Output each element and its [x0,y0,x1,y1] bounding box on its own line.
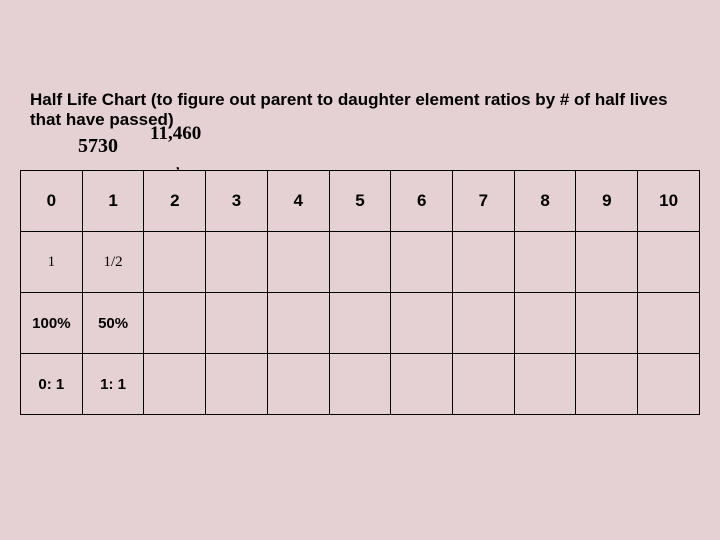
percent-cell [144,293,206,354]
percent-cell [514,293,576,354]
table-row-fraction: 1 1/2 [21,232,700,293]
table-row-ratio: 0: 1 1: 1 [21,354,700,415]
fraction-cell: 1/2 [82,232,144,293]
header-cell: 9 [576,171,638,232]
ratio-cell [329,354,391,415]
percent-cell [329,293,391,354]
ratio-cell [453,354,515,415]
header-cell: 4 [267,171,329,232]
header-cell: 2 [144,171,206,232]
header-cell: 6 [391,171,453,232]
ratio-cell: 1: 1 [82,354,144,415]
fraction-cell [267,232,329,293]
percent-cell: 100% [21,293,83,354]
header-cell: 3 [206,171,268,232]
percent-cell [453,293,515,354]
percent-cell [206,293,268,354]
ratio-cell: 0: 1 [21,354,83,415]
percent-cell [267,293,329,354]
fraction-cell [453,232,515,293]
title-text: Half Life Chart (to figure out parent to… [30,90,690,131]
handwritten-note-1: 5730 [78,135,118,158]
percent-cell [638,293,700,354]
header-cell: 0 [21,171,83,232]
fraction-cell: 1 [21,232,83,293]
fraction-cell [638,232,700,293]
ratio-cell [267,354,329,415]
header-cell: 5 [329,171,391,232]
header-cell: 8 [514,171,576,232]
header-cell: 1 [82,171,144,232]
ratio-cell [638,354,700,415]
table-row-header: 0 1 2 3 4 5 6 7 8 9 10 [21,171,700,232]
percent-cell [391,293,453,354]
percent-cell [576,293,638,354]
fraction-cell [391,232,453,293]
half-life-table: 0 1 2 3 4 5 6 7 8 9 10 1 1/2 100% [20,170,700,415]
fraction-cell [206,232,268,293]
table-row-percent: 100% 50% [21,293,700,354]
ratio-cell [576,354,638,415]
percent-cell: 50% [82,293,144,354]
header-cell: 7 [453,171,515,232]
ratio-cell [206,354,268,415]
fraction-cell [144,232,206,293]
slide: Half Life Chart (to figure out parent to… [0,0,720,540]
header-cell: 10 [638,171,700,232]
fraction-cell [514,232,576,293]
ratio-cell [391,354,453,415]
ratio-cell [514,354,576,415]
fraction-cell [576,232,638,293]
fraction-cell [329,232,391,293]
ratio-cell [144,354,206,415]
